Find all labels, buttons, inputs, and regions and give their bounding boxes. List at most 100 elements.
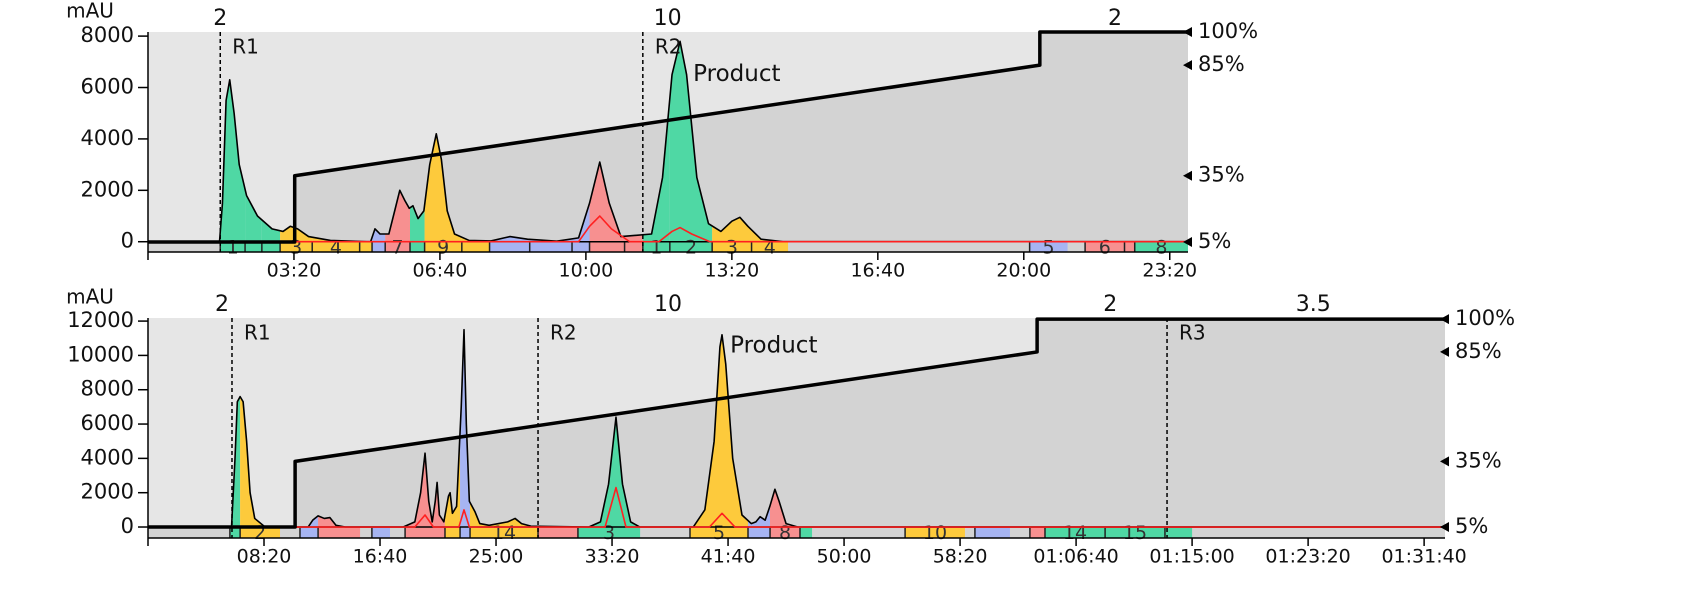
fraction-label: 15 [1123, 522, 1147, 544]
y-tick-label: 2000 [81, 480, 134, 504]
y-tick-label: 12000 [67, 308, 134, 332]
fraction-bar [385, 241, 411, 252]
x-tick-label: 16:40 [850, 260, 905, 282]
region-label: R1 [244, 321, 271, 345]
x-tick-label: 01:06:40 [1033, 546, 1118, 568]
flow-rate: 2 [1103, 292, 1117, 317]
y2-tick-label: 100% [1455, 306, 1515, 330]
fraction-bar [299, 527, 319, 538]
flow-rate: 10 [654, 6, 682, 31]
fraction-fill [410, 205, 425, 242]
fraction-bar [589, 241, 625, 252]
fraction-bar [577, 527, 641, 538]
y-tick-label: 6000 [81, 411, 134, 435]
fraction-fill [470, 502, 539, 528]
flow-rate: 2 [1108, 6, 1122, 31]
fraction-fill [385, 190, 411, 242]
x-tick-label: 33:20 [585, 546, 640, 568]
fraction-label: 4 [330, 236, 342, 258]
flow-rate: 10 [654, 292, 682, 317]
fraction-bar [371, 527, 390, 538]
fraction-bar [974, 527, 1010, 538]
fraction-bar [461, 241, 490, 252]
fraction-fill [690, 334, 749, 528]
fraction-bar [1134, 241, 1188, 252]
fraction-bar [245, 241, 262, 252]
x-tick-label: 16:40 [353, 546, 408, 568]
fraction-label: 5 [713, 522, 725, 544]
x-tick-label: 13:20 [704, 260, 759, 282]
y2-tick [1440, 314, 1449, 325]
fraction-bar [410, 241, 425, 252]
y-tick-label: 8000 [81, 377, 134, 401]
y2-tick [1440, 456, 1449, 467]
y-tick-label: 2000 [81, 177, 134, 201]
fraction-bar [1044, 527, 1106, 538]
y-axis-label: mAU [66, 285, 114, 309]
annotation: Product [693, 61, 780, 87]
fraction-fill [261, 219, 281, 242]
fraction-bar [372, 241, 386, 252]
flow-rate: 2 [213, 6, 227, 31]
fraction-bar [624, 241, 643, 252]
fraction-bar [748, 527, 771, 538]
x-tick-label: 20:00 [996, 260, 1051, 282]
y2-tick-label: 85% [1198, 52, 1245, 76]
fraction-label: 10 [923, 522, 947, 544]
fraction-fill [751, 229, 789, 242]
trace-line [148, 486, 1445, 528]
y2-tick-label: 35% [1455, 448, 1502, 472]
fraction-fill [220, 79, 246, 242]
y2-tick-label: 100% [1198, 19, 1258, 43]
fraction-bar [572, 241, 590, 252]
y-tick-label: 6000 [81, 75, 134, 99]
fraction-bar [424, 241, 462, 252]
y2-tick [1440, 346, 1449, 357]
flow-rate: 3.5 [1296, 292, 1331, 317]
y2-tick [1440, 522, 1449, 533]
fraction-bar [1085, 241, 1125, 252]
fraction-bar [312, 241, 360, 252]
fraction-bar [669, 241, 713, 252]
fraction-bar [470, 527, 539, 538]
x-tick-label: 58:20 [933, 546, 988, 568]
fraction-bar [905, 527, 965, 538]
fraction-bar [280, 241, 313, 252]
y-tick-label: 4000 [81, 126, 134, 150]
y-tick-label: 0 [121, 229, 134, 253]
y-tick-label: 4000 [81, 445, 134, 469]
fraction-label: 14 [1063, 522, 1087, 544]
x-tick-label: 06:40 [413, 260, 468, 282]
fraction-label: 7 [392, 236, 404, 258]
y2-tick [1183, 60, 1192, 71]
fraction-bar [1029, 527, 1045, 538]
fraction-label: 6 [1099, 236, 1111, 258]
y2-tick [1183, 237, 1192, 248]
fraction-bar [799, 527, 813, 538]
fraction-bar [1124, 241, 1135, 252]
annotation: Product [730, 332, 817, 358]
x-tick-label: 03:20 [267, 260, 322, 282]
fraction-fill [748, 505, 771, 528]
fraction-bar [318, 527, 361, 538]
fraction-fill [372, 228, 386, 242]
fraction-bar [770, 527, 800, 538]
fraction-bar [229, 527, 241, 538]
region-label: R2 [655, 35, 682, 59]
x-tick-label: 41:40 [701, 546, 756, 568]
fraction-label: 1 [227, 236, 239, 258]
y2-tick-label: 5% [1455, 514, 1488, 538]
fraction-fill [577, 417, 641, 528]
y-tick-label: 8000 [81, 23, 134, 47]
region-label: R3 [1179, 321, 1206, 345]
fraction-fill [444, 431, 461, 528]
fraction-label: 9 [437, 236, 449, 258]
fraction-fill [312, 237, 360, 242]
fraction-fill [405, 453, 445, 528]
x-tick-label: 01:15:00 [1149, 546, 1234, 568]
trace-line [148, 215, 1188, 243]
fraction-bar [751, 241, 789, 252]
fraction-fill [642, 98, 670, 242]
